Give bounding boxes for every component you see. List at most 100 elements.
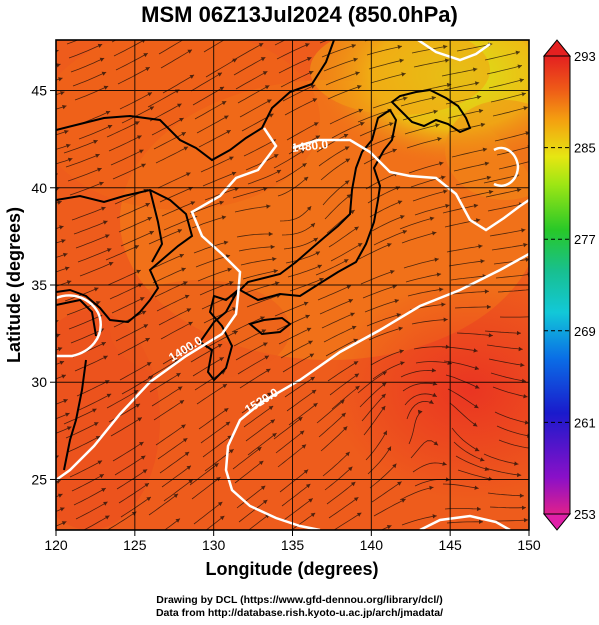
- streamline: [161, 465, 192, 488]
- streamline-arrowhead: [439, 161, 444, 166]
- streamline: [202, 171, 237, 187]
- streamline-arrowhead: [270, 244, 275, 250]
- streamline-arrowhead: [97, 43, 103, 48]
- streamline: [205, 330, 238, 349]
- lon-tick-label: 150: [517, 537, 541, 553]
- streamline: [77, 248, 112, 263]
- streamline-arrowhead: [177, 103, 182, 108]
- streamline-arrowhead: [474, 447, 480, 452]
- streamline-arrowhead: [516, 330, 521, 336]
- streamline: [282, 84, 316, 102]
- streamline: [63, 140, 98, 154]
- streamline: [190, 343, 223, 363]
- streamline-arrowhead: [310, 512, 316, 518]
- streamline-arrowhead: [351, 44, 356, 49]
- streamline-arrowhead: [232, 58, 237, 63]
- streamline: [117, 66, 150, 85]
- streamline: [247, 432, 277, 456]
- streamline-arrowhead: [106, 393, 112, 398]
- streamline: [447, 109, 484, 119]
- streamline: [401, 515, 437, 526]
- streamline-arrowhead: [107, 124, 113, 129]
- streamline-arrowhead: [302, 163, 307, 168]
- streamline: [157, 437, 188, 460]
- streamline-arrowhead: [432, 514, 437, 519]
- streamline: [410, 440, 439, 459]
- streamline: [364, 299, 400, 313]
- streamline: [150, 254, 185, 270]
- streamline-arrowhead: [233, 330, 238, 335]
- streamline-arrowhead: [258, 460, 264, 465]
- streamline: [74, 355, 108, 372]
- streamline-arrowhead: [94, 287, 99, 292]
- streamline: [160, 321, 193, 340]
- streamline-arrowhead: [139, 297, 145, 302]
- streamline: [410, 32, 445, 39]
- streamline-arrowhead: [139, 149, 144, 154]
- streamline-arrowhead: [219, 200, 224, 205]
- streamline-arrowhead: [350, 481, 356, 487]
- streamline: [445, 374, 480, 389]
- streamline-arrowhead: [474, 384, 480, 389]
- streamline: [202, 20, 233, 39]
- streamline-arrowhead: [348, 299, 353, 304]
- streamline-arrowhead: [143, 53, 148, 58]
- streamline: [496, 425, 529, 437]
- streamline: [114, 455, 146, 476]
- streamline: [290, 512, 316, 530]
- streamline: [494, 132, 529, 142]
- streamline-arrowhead: [300, 149, 305, 154]
- streamline: [71, 206, 106, 221]
- streamline-arrowhead: [56, 479, 61, 484]
- streamline: [247, 19, 279, 36]
- streamline: [327, 361, 359, 382]
- streamline: [161, 201, 196, 217]
- streamline-arrowhead: [274, 19, 279, 23]
- streamline-arrowhead: [306, 206, 312, 211]
- streamline-arrowhead: [303, 176, 309, 182]
- streamline: [406, 137, 442, 149]
- streamline: [412, 462, 447, 473]
- streamline: [369, 463, 397, 489]
- streamline: [455, 455, 490, 471]
- streamline-arrowhead: [214, 463, 219, 468]
- streamline: [205, 515, 225, 530]
- streamline-arrowhead: [382, 371, 387, 376]
- streamline-arrowhead: [523, 394, 528, 399]
- streamline-arrowhead: [226, 130, 231, 134]
- streamline: [158, 308, 192, 326]
- streamline: [411, 319, 448, 325]
- streamline: [320, 426, 348, 452]
- streamline-arrowhead: [305, 43, 310, 48]
- streamline-arrowhead: [217, 344, 223, 348]
- streamline: [70, 57, 105, 73]
- streamline: [282, 353, 315, 373]
- coastlines: [56, 40, 472, 471]
- streamline-arrowhead: [441, 31, 445, 35]
- streamline: [82, 515, 110, 530]
- streamline: [323, 58, 358, 72]
- streamline: [115, 52, 148, 71]
- streamline: [318, 146, 350, 167]
- streamline-arrowhead: [57, 200, 62, 205]
- streamline: [198, 129, 231, 148]
- streamline-arrowhead: [219, 86, 225, 91]
- streamline: [491, 243, 528, 251]
- streamline: [56, 253, 68, 258]
- streamline: [360, 270, 395, 285]
- streamline-arrowhead: [173, 493, 179, 498]
- streamline-arrowhead: [346, 285, 351, 290]
- streamline: [56, 320, 59, 322]
- streamline-arrowhead: [276, 170, 282, 174]
- streamline: [497, 289, 529, 293]
- streamline: [149, 103, 182, 122]
- streamline-arrowhead: [436, 272, 442, 277]
- streamline-arrowhead: [341, 412, 346, 418]
- streamline: [404, 393, 437, 406]
- streamline-arrowhead: [183, 22, 188, 26]
- streamline-arrowhead: [260, 316, 265, 321]
- streamline-arrowhead: [403, 96, 408, 101]
- streamline: [153, 131, 187, 150]
- streamline: [78, 124, 113, 140]
- streamline-arrowhead: [429, 216, 435, 221]
